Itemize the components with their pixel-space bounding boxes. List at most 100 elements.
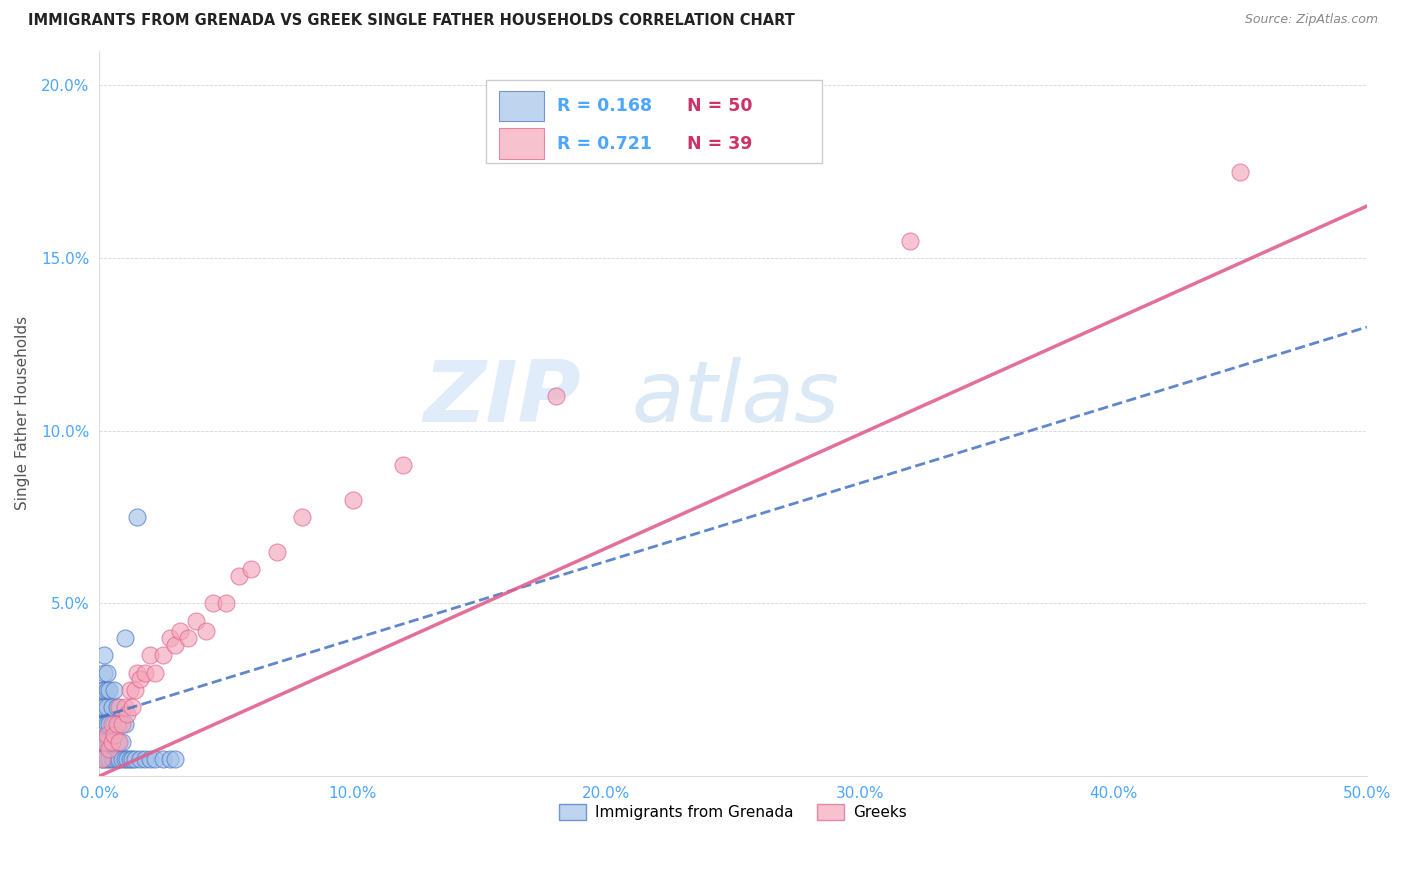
Text: N = 39: N = 39 (688, 135, 752, 153)
Point (118, 752, 141, 766)
Point (93, 734, 115, 748)
Point (105, 734, 128, 748)
Point (139, 648, 162, 663)
Point (96, 700, 118, 714)
Point (169, 624, 191, 638)
Point (215, 596, 238, 610)
Point (114, 752, 136, 766)
Point (93, 665, 115, 680)
Point (159, 631, 181, 645)
Point (96, 752, 118, 766)
Point (96, 665, 118, 680)
Text: R = 0.168: R = 0.168 (557, 97, 652, 115)
Point (90, 752, 112, 766)
Point (152, 648, 174, 663)
Point (105, 752, 128, 766)
Point (128, 752, 150, 766)
Point (108, 734, 131, 748)
Point (392, 458, 415, 473)
Text: IMMIGRANTS FROM GRENADA VS GREEK SINGLE FATHER HOUSEHOLDS CORRELATION CHART: IMMIGRANTS FROM GRENADA VS GREEK SINGLE … (28, 13, 794, 29)
Point (105, 700, 128, 714)
Point (114, 717, 136, 731)
Point (90, 717, 112, 731)
Point (291, 510, 314, 524)
Point (127, 510, 149, 524)
Point (165, 752, 187, 766)
Point (101, 734, 124, 748)
Point (228, 569, 250, 583)
Point (544, 389, 567, 403)
Point (96, 734, 118, 748)
Point (143, 665, 166, 680)
Point (98, 682, 121, 697)
Legend: Immigrants from Grenada, Greeks: Immigrants from Grenada, Greeks (553, 798, 914, 827)
Point (90, 700, 112, 714)
Point (118, 682, 141, 697)
Point (103, 752, 125, 766)
Point (101, 717, 124, 731)
Point (266, 544, 288, 558)
Point (900, 234, 922, 248)
Point (103, 682, 125, 697)
Text: atlas: atlas (631, 358, 839, 441)
FancyBboxPatch shape (499, 91, 544, 121)
Point (114, 700, 136, 714)
Y-axis label: Single Father Households: Single Father Households (15, 317, 30, 510)
Point (93, 717, 115, 731)
Point (101, 752, 124, 766)
FancyBboxPatch shape (486, 79, 821, 163)
Point (165, 638, 187, 652)
Point (121, 752, 143, 766)
Point (121, 700, 143, 714)
Point (124, 752, 146, 766)
Point (93, 752, 115, 766)
Point (96, 728, 118, 742)
Point (108, 752, 131, 766)
Point (96, 682, 118, 697)
Point (111, 752, 134, 766)
FancyBboxPatch shape (499, 128, 544, 159)
Point (103, 717, 125, 731)
Point (159, 752, 181, 766)
Point (115, 752, 138, 766)
Point (111, 717, 134, 731)
Point (143, 752, 166, 766)
Point (98, 752, 121, 766)
Text: Source: ZipAtlas.com: Source: ZipAtlas.com (1244, 13, 1378, 27)
Point (90, 752, 112, 766)
Point (98, 734, 121, 748)
Point (139, 752, 162, 766)
Point (202, 596, 225, 610)
Point (101, 700, 124, 714)
Point (101, 734, 124, 748)
Point (93, 682, 115, 697)
Point (105, 717, 128, 731)
Point (96, 717, 118, 731)
Text: N = 50: N = 50 (688, 97, 752, 115)
Point (240, 562, 263, 576)
Point (124, 682, 146, 697)
Point (114, 631, 136, 645)
Point (111, 734, 134, 748)
Point (93, 734, 115, 748)
Point (93, 648, 115, 663)
Point (108, 717, 131, 731)
Text: R = 0.721: R = 0.721 (557, 135, 652, 153)
Point (115, 706, 138, 721)
Point (98, 741, 121, 756)
Point (342, 492, 364, 507)
Point (134, 665, 156, 680)
Point (127, 665, 149, 680)
Point (108, 700, 131, 714)
Point (128, 673, 150, 687)
Point (184, 614, 207, 628)
Point (98, 717, 121, 731)
Point (194, 624, 217, 638)
Point (152, 752, 174, 766)
Text: ZIP: ZIP (423, 358, 581, 441)
Point (134, 752, 156, 766)
Point (103, 728, 125, 742)
Point (90, 682, 112, 697)
Point (93, 700, 115, 714)
Point (1229, 164, 1251, 178)
